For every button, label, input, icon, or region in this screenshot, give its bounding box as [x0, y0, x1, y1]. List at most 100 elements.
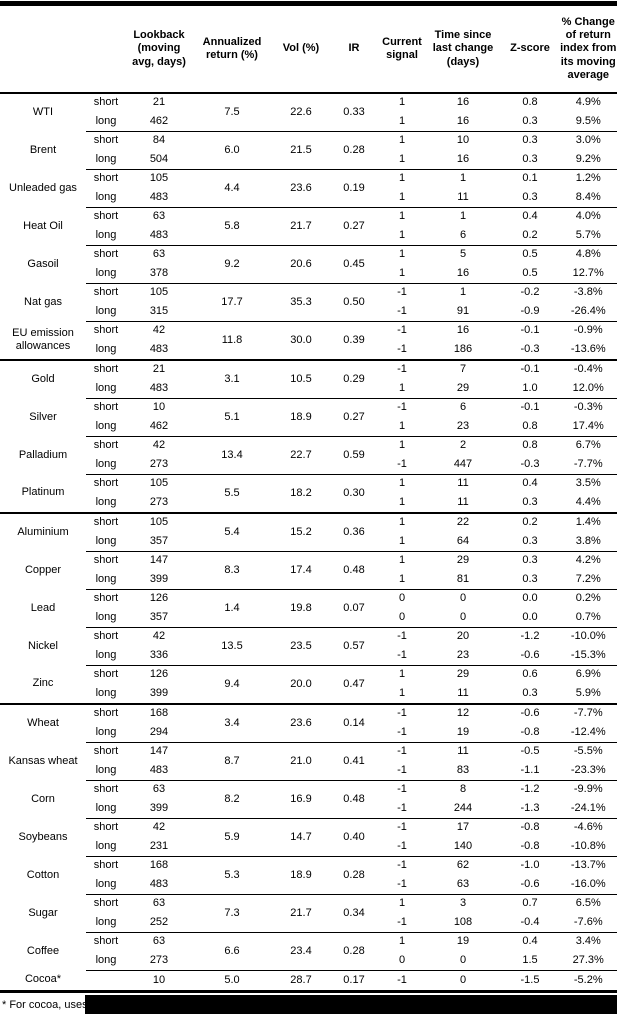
commodity-name: Corn	[31, 792, 55, 805]
current-signal-value: -1	[397, 342, 407, 355]
z-score-value: -0.3	[520, 457, 540, 470]
leg-label: long	[95, 953, 117, 966]
table-row: long 462 1 23 0.8 17.4%	[0, 418, 617, 437]
vol-value: 35.3	[272, 283, 330, 322]
leg-label: short	[86, 856, 126, 876]
pct-change-value: 5.9%	[575, 686, 601, 699]
table-header: Lookback (moving avg, days) Annualized re…	[0, 6, 617, 94]
pct-change-value: 6.7%	[560, 436, 617, 456]
days-since-change-value: 16	[456, 266, 470, 279]
commodity-name: Cocoa*	[24, 973, 62, 986]
days-since-change-value: 16	[456, 152, 470, 165]
table-row: long 273 0 0 1.5 27.3%	[0, 952, 617, 971]
days-since-change-value: 63	[456, 877, 470, 890]
column-header-0: Lookback (moving avg, days)	[126, 6, 192, 94]
z-score-value: 0.3	[522, 534, 538, 547]
days-since-change-value: 11	[426, 742, 500, 762]
annualized-return-value: 9.2	[192, 245, 272, 284]
leg-label: long	[95, 648, 117, 661]
commodity-name: Gasoil	[27, 257, 59, 270]
leg-label: long	[95, 801, 117, 814]
momentum-signal-table: Lookback (moving avg, days) Annualized re…	[0, 6, 617, 993]
ir-value: 0.28	[330, 932, 378, 971]
annualized-return-value: 5.8	[192, 207, 272, 246]
lookback-value: 399	[149, 572, 169, 585]
table-row: Wheat short 168 3.4 23.6 0.14 -1 12 -0.6 -7.7%	[0, 703, 617, 743]
table-row: WTI short 21 7.5 22.6 0.33 1 16 0.8 4.9%	[0, 93, 617, 118]
days-since-change-value: 83	[456, 763, 470, 776]
days-since-change-value: 0	[459, 953, 467, 966]
commodity-name: Sugar	[28, 906, 58, 919]
lookback-value: 105	[126, 169, 192, 189]
commodity-name: Zinc	[32, 677, 54, 690]
column-header-6: Z-score	[500, 6, 560, 94]
current-signal-value: -1	[378, 970, 426, 992]
z-score-value: 0.8	[500, 436, 560, 456]
current-signal-value: 1	[378, 169, 426, 189]
lookback-value: 10	[126, 398, 192, 418]
leg-label: short	[86, 703, 126, 724]
leg-label: short	[86, 245, 126, 265]
commodity-name: Cotton	[26, 868, 60, 881]
table-row: long 504 1 16 0.3 9.2%	[0, 151, 617, 170]
vol-value: 19.8	[272, 589, 330, 628]
z-score-value: 0.8	[522, 96, 538, 109]
days-since-change-value: 244	[453, 801, 473, 814]
lookback-value: 21	[152, 96, 166, 109]
ir-value: 0.40	[330, 818, 378, 857]
lookback-value: 294	[149, 725, 169, 738]
pct-change-value: 3.4%	[560, 932, 617, 952]
days-since-change-value: 23	[456, 648, 470, 661]
pct-change-value: -23.3%	[570, 763, 606, 776]
table-row: Zinc short 126 9.4 20.0 0.47 1 29 0.6 6.9%	[0, 665, 617, 705]
vol-value: 23.4	[272, 932, 330, 971]
commodity-name: Lead	[30, 601, 56, 614]
ir-value: 0.17	[330, 970, 378, 992]
current-signal-value: 1	[398, 495, 406, 508]
commodity-name: Kansas wheat	[8, 754, 78, 767]
footnote: * For cocoa, uses c	[0, 996, 617, 1014]
days-since-change-value: 62	[426, 856, 500, 876]
lookback-value: 504	[149, 152, 169, 165]
leg-label: short	[86, 551, 126, 571]
lookback-value: 105	[126, 283, 192, 303]
leg-label: short	[86, 627, 126, 647]
current-signal-value: 1	[378, 436, 426, 456]
pct-change-value: 9.5%	[575, 114, 601, 127]
commodity-name: Copper	[24, 563, 62, 576]
z-score-value: 0.3	[522, 495, 538, 508]
z-score-value: -0.4	[520, 915, 540, 928]
lookback-value: 63	[126, 780, 192, 800]
current-signal-value: 1	[378, 245, 426, 265]
days-since-change-value: 8	[426, 780, 500, 800]
leg-label: short	[86, 589, 126, 609]
pct-change-value: -12.4%	[570, 725, 606, 738]
column-header-5: Time since last change (days)	[426, 6, 500, 94]
leg-label: long	[95, 190, 117, 203]
z-score-value: 0.3	[522, 152, 538, 165]
commodity-name: Gold	[0, 359, 86, 399]
ir-value: 0.27	[330, 207, 378, 246]
leg-label: long	[95, 610, 117, 623]
leg-label: long	[95, 839, 117, 852]
current-signal-value: 1	[398, 114, 406, 127]
z-score-value: 0.2	[522, 228, 538, 241]
lookback-value: 168	[126, 703, 192, 724]
vol-value: 15.2	[272, 512, 330, 552]
footnote-text: * For cocoa, uses c	[2, 999, 97, 1011]
z-score-value: -0.8	[520, 725, 540, 738]
top-redaction-bar	[0, 1, 617, 6]
table-row: Kansas wheat short 147 8.7 21.0 0.41 -1 11 -0.5-…	[0, 742, 617, 781]
days-since-change-value: 1	[426, 283, 500, 303]
z-score-value: 1.0	[522, 381, 538, 394]
z-score-value: -0.9	[520, 304, 540, 317]
ir-value: 0.39	[330, 321, 378, 361]
ir-value: 0.07	[330, 589, 378, 628]
lookback-value: 231	[149, 839, 169, 852]
days-since-change-value: 16	[456, 96, 470, 109]
current-signal-value: 1	[398, 686, 406, 699]
current-signal-value: 1	[398, 419, 406, 432]
pct-change-value: 3.8%	[575, 534, 601, 547]
current-signal-value: 0	[398, 953, 406, 966]
table-row: long 399 1 11 0.3 5.9%	[0, 685, 617, 705]
